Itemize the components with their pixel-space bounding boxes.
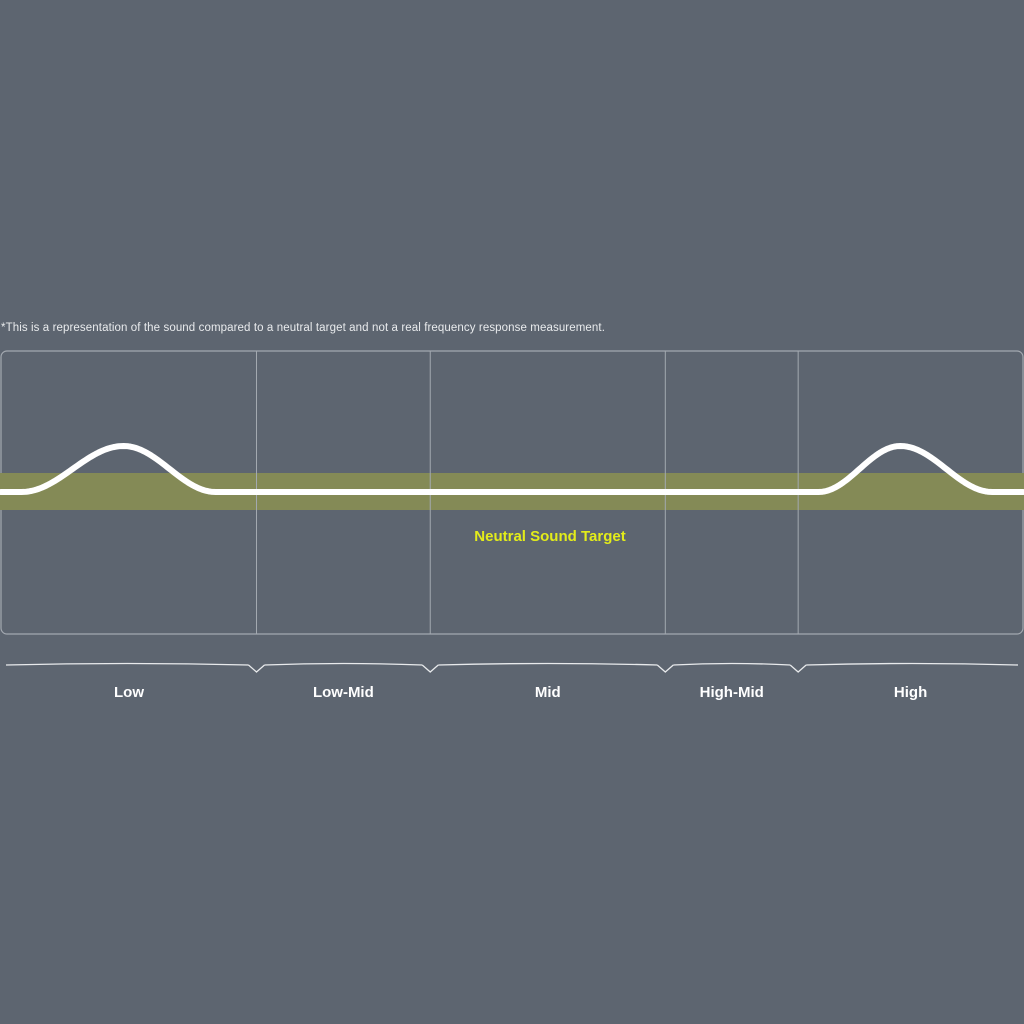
band-label-low-mid: Low-Mid [313,684,374,701]
disclaimer-text: *This is a representation of the sound c… [1,322,605,334]
bracket-junction-2 [421,664,439,673]
band-bracket-1 [264,662,423,666]
bracket-junction-3 [656,664,674,673]
band-label-mid: Mid [535,684,561,701]
response-curve [0,443,1024,495]
band-label-low: Low [114,684,144,701]
band-bracket-0 [5,662,249,666]
bracket-junction-1 [248,664,265,673]
band-label-high: High [894,684,927,701]
neutral-target-label: Neutral Sound Target [474,528,625,545]
band-bracket-2 [438,662,658,666]
band-label-high-mid: High-Mid [700,684,764,701]
band-bracket-3 [673,662,791,666]
band-bracket-4 [806,662,1019,666]
bracket-junction-4 [789,664,807,673]
